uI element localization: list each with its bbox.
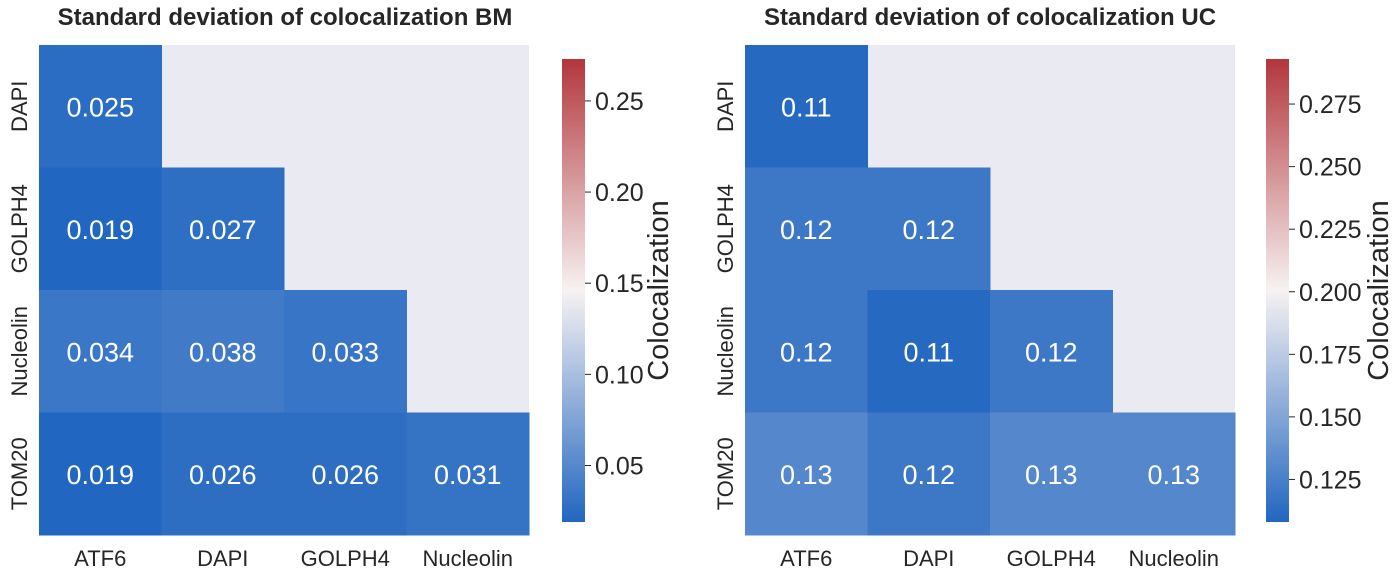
colorbar-tick-label: 0.150	[1299, 404, 1362, 432]
cell-value-label: 0.11	[903, 337, 954, 367]
x-tick-label: GOLPH4	[301, 546, 390, 571]
heatmap-cell	[1112, 412, 1236, 536]
heatmap-cell	[867, 412, 991, 536]
heatmap-cell	[284, 290, 407, 413]
cell-value-label: 0.034	[66, 337, 134, 367]
x-tick-label: ATF6	[780, 546, 832, 571]
colorbar-tick-label: 0.05	[595, 452, 644, 480]
cell-value-label: 0.12	[780, 215, 833, 245]
cell-value-label: 0.12	[780, 337, 833, 367]
colorbar-tick-label: 0.275	[1299, 91, 1362, 119]
cell-value-label: 0.13	[1025, 460, 1078, 490]
colorbar-tick-label: 0.10	[595, 361, 644, 389]
heatmap-cell	[161, 167, 285, 291]
colorbar-tick-label: 0.175	[1299, 341, 1362, 369]
cell-value-label: 0.033	[311, 337, 379, 367]
cell-value-label: 0.026	[189, 460, 257, 490]
x-tick-label: Nucleolin	[423, 546, 514, 571]
cell-value-label: 0.11	[781, 92, 832, 122]
heatmap-cell	[39, 290, 162, 413]
colorbar	[562, 59, 585, 522]
heatmap-cell	[39, 412, 162, 536]
cell-value-label: 0.019	[66, 215, 134, 245]
cell-value-label: 0.027	[189, 215, 257, 245]
colorbar-tick-label: 0.20	[595, 179, 644, 207]
heatmap-cell	[745, 290, 868, 413]
cell-value-label: 0.038	[189, 337, 257, 367]
y-tick-label: Nucleolin	[7, 306, 32, 397]
chart-title: Standard deviation of colocalization UC	[764, 4, 1216, 31]
colorbar-tick-label: 0.200	[1299, 279, 1362, 307]
colorbar-tick-label: 0.25	[595, 88, 644, 116]
heatmap-panel-2: Standard deviation of colocalization UC 0…	[713, 4, 1395, 571]
y-tick-label: DAPI	[713, 81, 738, 132]
cell-value-label: 0.025	[66, 92, 134, 122]
chart-title: Standard deviation of colocalization BM	[58, 4, 513, 31]
heatmap-cell	[406, 412, 530, 536]
cell-value-label: 0.12	[1025, 337, 1078, 367]
y-tick-label: DAPI	[7, 81, 32, 132]
cell-value-label: 0.13	[1147, 460, 1200, 490]
cell-value-label: 0.019	[66, 460, 134, 490]
colorbar-label: Colocalization	[1363, 200, 1395, 381]
cell-value-label: 0.12	[902, 215, 955, 245]
cell-value-label: 0.026	[311, 460, 379, 490]
y-tick-label: GOLPH4	[713, 184, 738, 273]
colorbar-label: Colocalization	[643, 200, 675, 381]
heatmap-cell	[161, 412, 285, 536]
x-tick-label: Nucleolin	[1129, 546, 1220, 571]
heatmap-cell	[161, 290, 285, 413]
heatmap-cell	[990, 290, 1113, 413]
heatmap-cell	[39, 167, 162, 291]
heatmap-cell	[745, 167, 868, 291]
heatmap-cell	[39, 45, 162, 168]
heatmap-cell	[284, 412, 407, 536]
y-tick-label: TOM20	[7, 437, 32, 510]
x-tick-label: GOLPH4	[1007, 546, 1096, 571]
heatmap-cell	[867, 167, 991, 291]
x-tick-label: DAPI	[903, 546, 954, 571]
y-tick-label: GOLPH4	[7, 184, 32, 273]
heatmap-cell	[745, 412, 868, 536]
cell-value-label: 0.12	[902, 460, 955, 490]
cell-value-label: 0.031	[434, 460, 502, 490]
colorbar-tick-label: 0.15	[595, 270, 644, 298]
colorbar-tick-label: 0.225	[1299, 216, 1362, 244]
heatmap-panel-1: Standard deviation of colocalization BM 0…	[7, 4, 675, 571]
y-tick-label: Nucleolin	[713, 306, 738, 397]
cell-value-label: 0.13	[780, 460, 833, 490]
colorbar	[1266, 59, 1289, 522]
colorbar-tick-label: 0.250	[1299, 154, 1362, 182]
y-tick-label: TOM20	[713, 437, 738, 510]
x-tick-label: DAPI	[197, 546, 248, 571]
heatmap-cell	[990, 412, 1113, 536]
colorbar-tick-label: 0.125	[1299, 466, 1362, 494]
heatmap-cell	[867, 290, 991, 413]
x-tick-label: ATF6	[74, 546, 126, 571]
heatmap-cell	[745, 45, 868, 168]
